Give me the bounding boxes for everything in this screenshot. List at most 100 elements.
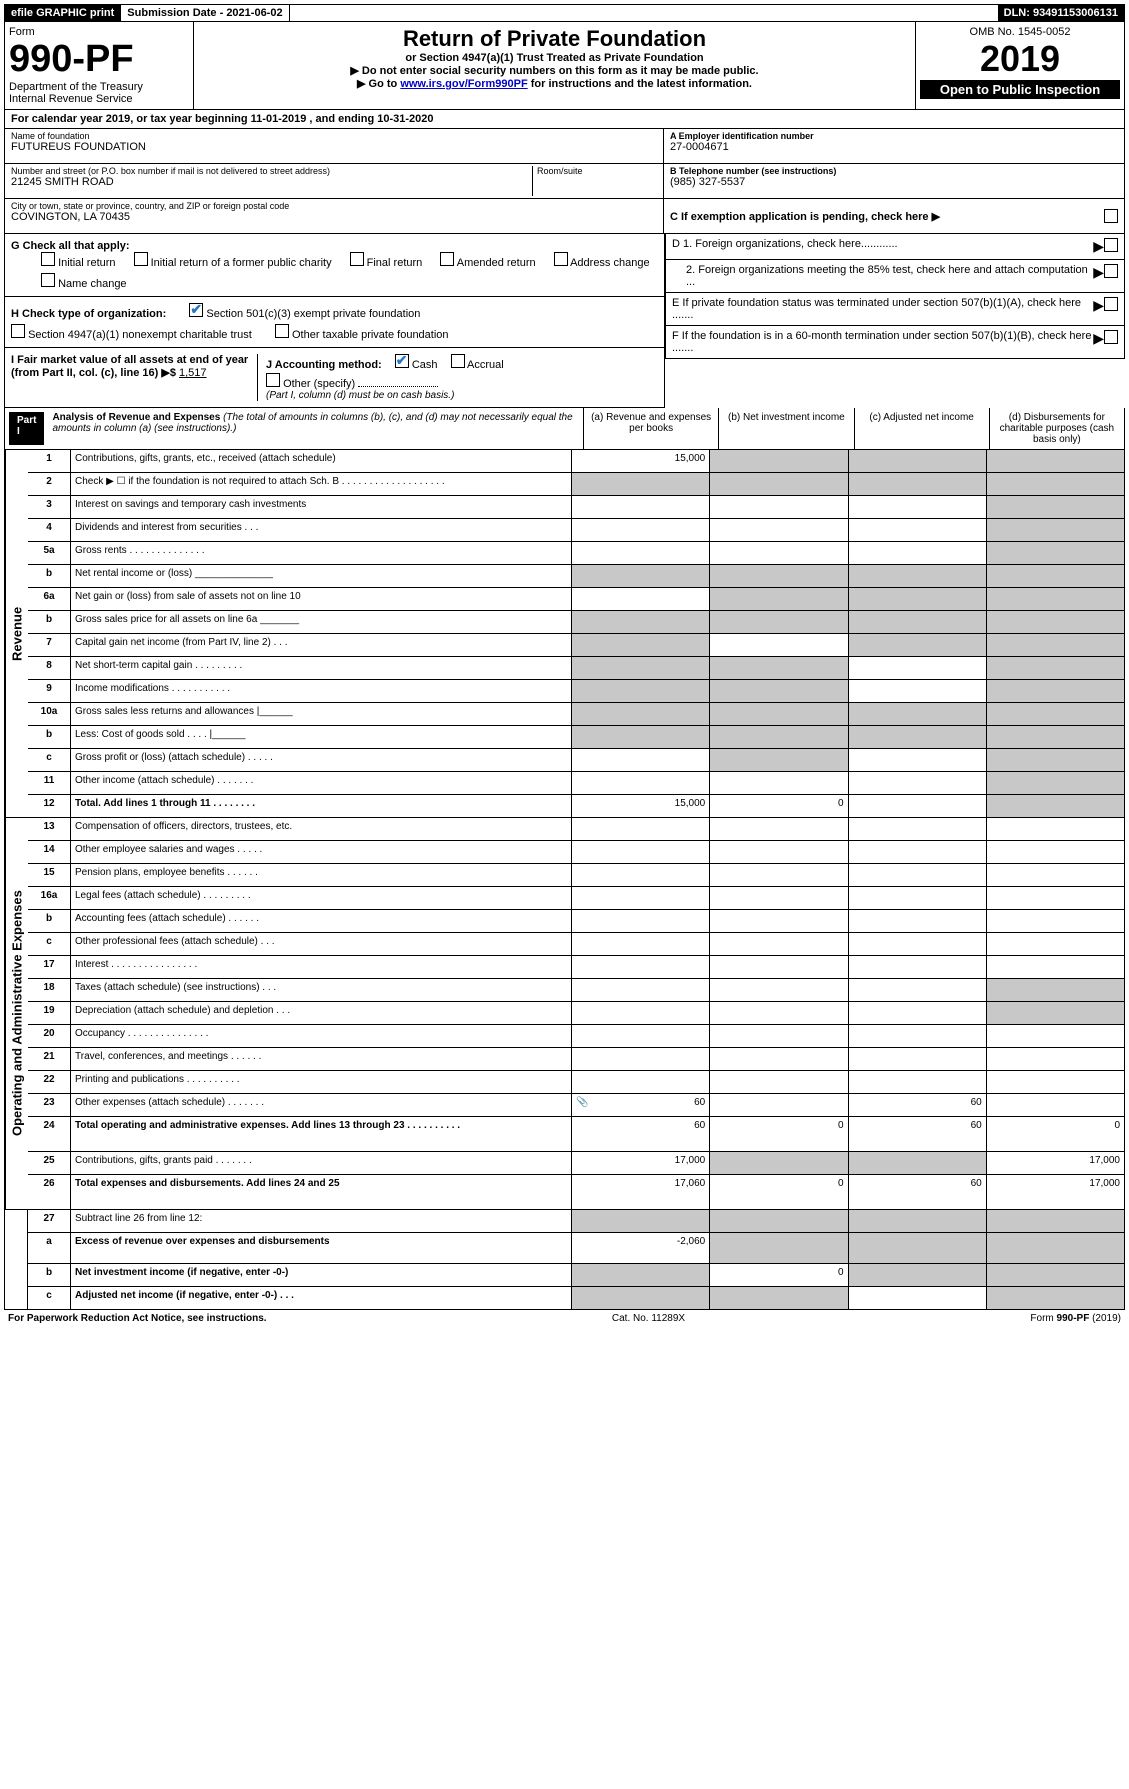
attachment-icon[interactable]: 📎	[576, 1097, 588, 1108]
cell-c	[849, 956, 987, 978]
cell-d	[987, 1210, 1124, 1232]
cell-a	[572, 588, 710, 610]
cb-other-taxable[interactable]	[275, 324, 289, 338]
cell-c	[849, 1048, 987, 1070]
row-desc: Adjusted net income (if negative, enter …	[71, 1287, 572, 1309]
cell-b	[710, 726, 848, 748]
calendar-year-row: For calendar year 2019, or tax year begi…	[4, 110, 1125, 129]
cell-b	[710, 588, 848, 610]
cb-4947[interactable]	[11, 324, 25, 338]
ein-row: A Employer identification number 27-0004…	[664, 129, 1124, 164]
cb-initial[interactable]	[41, 252, 55, 266]
header-right: OMB No. 1545-0052 2019 Open to Public In…	[916, 22, 1124, 109]
cell-c	[849, 1071, 987, 1093]
cell-c	[849, 726, 987, 748]
cell-a: 17,060	[572, 1175, 710, 1209]
cell-a	[572, 726, 710, 748]
cell-a	[572, 841, 710, 863]
cell-b	[710, 703, 848, 725]
row-desc: Excess of revenue over expenses and disb…	[71, 1233, 572, 1263]
cb-d2[interactable]	[1104, 264, 1118, 278]
row-desc: Gross rents . . . . . . . . . . . . . .	[71, 542, 572, 564]
row-desc: Net investment income (if negative, ente…	[71, 1264, 572, 1286]
row-num: 5a	[28, 542, 71, 564]
calyear-begin: 11-01-2019	[251, 113, 307, 125]
cell-d	[987, 450, 1124, 472]
row-num: 2	[28, 473, 71, 495]
section-h: H Check type of organization: Section 50…	[5, 297, 664, 348]
cell-a	[572, 818, 710, 840]
row-num: 15	[28, 864, 71, 886]
checkbox-c[interactable]	[1104, 209, 1118, 223]
cell-c	[849, 611, 987, 633]
row-num: b	[28, 565, 71, 587]
e-text: E If private foundation status was termi…	[672, 297, 1093, 321]
info-grid: Name of foundation FUTUREUS FOUNDATION N…	[4, 129, 1125, 234]
cell-b	[710, 1287, 848, 1309]
row-desc: Depreciation (attach schedule) and deple…	[71, 1002, 572, 1024]
row-num: b	[28, 1264, 71, 1286]
cell-c	[849, 473, 987, 495]
cell-a	[572, 519, 710, 541]
cb-cash[interactable]	[395, 354, 409, 368]
cell-d	[987, 565, 1124, 587]
cb-e[interactable]	[1104, 297, 1118, 311]
irs-link[interactable]: www.irs.gov/Form990PF	[400, 78, 527, 90]
part1-title: Analysis of Revenue and Expenses	[52, 412, 220, 423]
h-opt-2: Section 4947(a)(1) nonexempt charitable …	[28, 329, 252, 341]
ein: 27-0004671	[670, 141, 1118, 153]
cell-a	[572, 749, 710, 771]
g-label: G Check all that apply:	[11, 240, 130, 252]
cell-c	[849, 519, 987, 541]
mid-right: D 1. Foreign organizations, check here..…	[665, 234, 1125, 408]
row-num: 7	[28, 634, 71, 656]
row-num: 24	[28, 1117, 71, 1151]
cell-c	[849, 657, 987, 679]
cb-accrual[interactable]	[451, 354, 465, 368]
addr-label: Number and street (or P.O. box number if…	[11, 166, 532, 176]
cb-other-method[interactable]	[266, 373, 280, 387]
row-num: 16a	[28, 887, 71, 909]
cb-initial-former[interactable]	[134, 252, 148, 266]
fmv-value: 1,517	[179, 367, 207, 379]
cell-c	[849, 1264, 987, 1286]
title: Return of Private Foundation	[198, 26, 911, 52]
cb-501c3[interactable]	[189, 303, 203, 317]
row-num: 4	[28, 519, 71, 541]
cell-b: 0	[710, 1117, 848, 1151]
cell-a	[572, 1002, 710, 1024]
cell-c	[849, 818, 987, 840]
row-desc: Total expenses and disbursements. Add li…	[71, 1175, 572, 1209]
cell-a	[572, 864, 710, 886]
cell-d	[987, 956, 1124, 978]
row-desc: Subtract line 26 from line 12:	[71, 1210, 572, 1232]
cb-name-change[interactable]	[41, 273, 55, 287]
open-public: Open to Public Inspection	[920, 80, 1120, 99]
cb-amended[interactable]	[440, 252, 454, 266]
d2-row: 2. Foreign organizations meeting the 85%…	[666, 260, 1124, 293]
cell-a	[572, 1025, 710, 1047]
row-desc: Interest on savings and temporary cash i…	[71, 496, 572, 518]
h-opt-1: Section 501(c)(3) exempt private foundat…	[206, 308, 420, 320]
irs: Internal Revenue Service	[9, 93, 189, 105]
cell-d	[987, 634, 1124, 656]
cell-c	[849, 1210, 987, 1232]
cb-addr-change[interactable]	[554, 252, 568, 266]
cell-d	[987, 887, 1124, 909]
cb-f[interactable]	[1104, 330, 1118, 344]
cell-b	[710, 565, 848, 587]
cell-c	[849, 864, 987, 886]
cell-a	[572, 565, 710, 587]
cell-b	[710, 1071, 848, 1093]
cb-d1[interactable]	[1104, 238, 1118, 252]
row-desc: Net gain or (loss) from sale of assets n…	[71, 588, 572, 610]
note2-pre: ▶ Go to	[357, 78, 400, 90]
cb-final[interactable]	[350, 252, 364, 266]
row-desc: Check ▶ ☐ if the foundation is not requi…	[71, 473, 572, 495]
j-other: Other (specify)	[283, 378, 355, 390]
cell-b	[710, 1048, 848, 1070]
tel-label: B Telephone number (see instructions)	[670, 166, 1118, 176]
row-desc: Income modifications . . . . . . . . . .…	[71, 680, 572, 702]
row-num: 19	[28, 1002, 71, 1024]
cell-a	[572, 910, 710, 932]
